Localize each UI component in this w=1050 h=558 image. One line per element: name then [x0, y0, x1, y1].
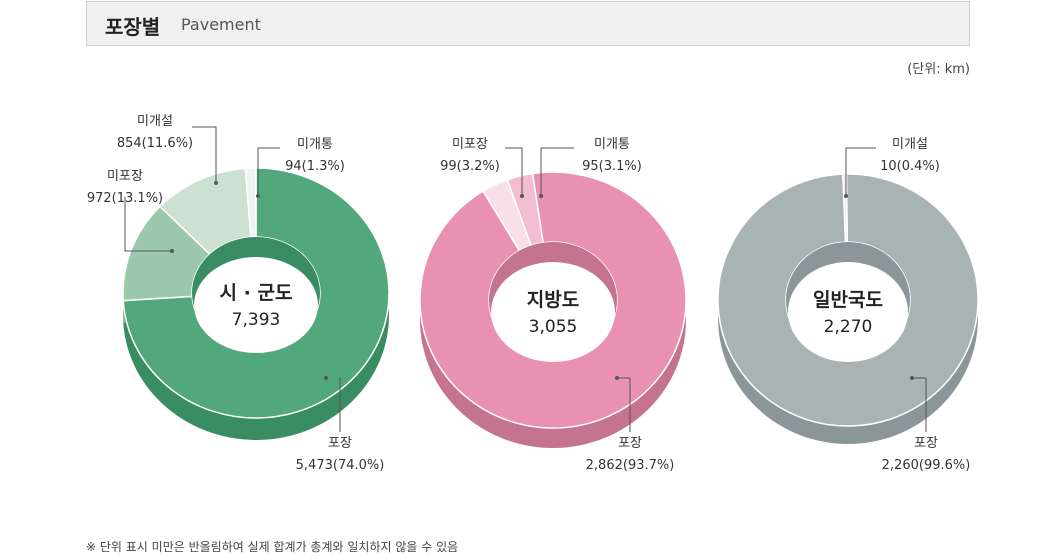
leader-line — [257, 147, 280, 196]
leader-line — [617, 377, 631, 432]
chart-name: 일반국도 — [813, 289, 883, 311]
donut-chart-3: 일반국도 2,270 포장 2,260(99.6%) 미개설 10(0.4%) — [717, 137, 979, 473]
footnote: ※ 단위 표시 미만은 반올림하여 실제 합계가 총계와 일치하지 않을 수 있… — [86, 540, 459, 554]
slice-value: 94(1.3%) — [285, 159, 345, 174]
slice-label: 미개설 — [137, 114, 173, 129]
leader-line — [124, 197, 172, 252]
page-subtitle: Pavement — [181, 15, 261, 34]
slice-value: 2,260(99.6%) — [882, 458, 971, 473]
leader-dot — [910, 376, 914, 380]
donut-chart-2: 지방도 3,055 포장 2,862(93.7%) 미포장 99(3.2%) 미개통 95(3… — [419, 137, 687, 473]
hole — [491, 262, 615, 362]
leader-line — [192, 126, 217, 183]
leader-line — [912, 377, 927, 432]
hole — [788, 262, 908, 362]
slice-label: 미포장 — [452, 137, 488, 152]
leader-dot — [615, 376, 619, 380]
donut-charts: 시 · 군도 7,393 포장 5,473(74.0%) 미포장 972(13.1%) 미개… — [87, 114, 979, 473]
donut-chart-1: 시 · 군도 7,393 포장 5,473(74.0%) 미포장 972(13.1%) 미개… — [87, 114, 390, 473]
hole — [194, 257, 318, 353]
leader-dot — [539, 194, 543, 198]
chart-total: 2,270 — [824, 317, 873, 337]
leader-dot — [844, 194, 848, 198]
leader-dot — [256, 194, 260, 198]
chart-name: 지방도 — [527, 289, 579, 311]
page-title: 포장별 — [105, 15, 161, 39]
leader-line — [339, 377, 341, 432]
chart-total: 3,055 — [529, 317, 578, 337]
slice-label: 미포장 — [107, 169, 143, 184]
leader-line — [505, 147, 523, 196]
leader-line — [540, 147, 574, 196]
slice-value: 95(3.1%) — [582, 159, 642, 174]
slice-label: 포장 — [914, 436, 938, 451]
leader-dot — [520, 194, 524, 198]
chart-total: 7,393 — [232, 310, 281, 330]
title-bar: 포장별 Pavement — [86, 1, 970, 46]
leader-dot — [170, 249, 174, 253]
slice-label: 미개통 — [297, 137, 333, 152]
slice-value: 2,862(93.7%) — [586, 458, 675, 473]
slice-value: 854(11.6%) — [117, 136, 193, 151]
slice-label: 미개통 — [594, 137, 630, 152]
slice-value: 972(13.1%) — [87, 191, 163, 206]
chart-name: 시 · 군도 — [220, 282, 293, 304]
slice-value: 10(0.4%) — [880, 159, 940, 174]
leader-line — [845, 147, 876, 196]
slice-label: 포장 — [618, 436, 642, 451]
unit-label: (단위: km) — [907, 62, 970, 77]
leader-dot — [324, 376, 328, 380]
slice-label: 포장 — [328, 436, 352, 451]
slice-value: 99(3.2%) — [440, 159, 500, 174]
slice-label: 미개설 — [892, 137, 928, 152]
leader-dot — [214, 181, 218, 185]
slice-value: 5,473(74.0%) — [296, 458, 385, 473]
